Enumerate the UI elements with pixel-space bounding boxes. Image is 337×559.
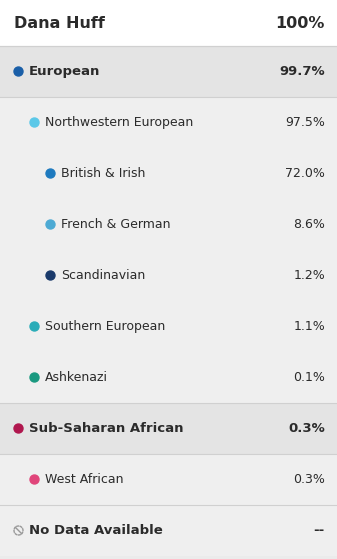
Circle shape [46,169,55,178]
Circle shape [46,271,55,280]
Text: West African: West African [45,473,123,486]
Text: --: -- [314,524,325,537]
Text: Scandinavian: Scandinavian [61,269,145,282]
FancyBboxPatch shape [0,250,337,301]
Circle shape [30,322,39,331]
Circle shape [14,67,23,76]
FancyBboxPatch shape [0,199,337,250]
Text: Dana Huff: Dana Huff [14,16,105,31]
Text: 8.6%: 8.6% [293,218,325,231]
FancyBboxPatch shape [0,0,337,46]
Circle shape [14,424,23,433]
Text: Southern European: Southern European [45,320,165,333]
FancyBboxPatch shape [0,301,337,352]
FancyBboxPatch shape [0,403,337,454]
Circle shape [30,118,39,127]
Text: 1.2%: 1.2% [293,269,325,282]
Text: 100%: 100% [276,16,325,31]
FancyBboxPatch shape [0,352,337,403]
Circle shape [30,475,39,484]
FancyBboxPatch shape [0,505,337,556]
FancyBboxPatch shape [0,454,337,505]
Text: 0.3%: 0.3% [288,422,325,435]
Circle shape [30,373,39,382]
Text: Ashkenazi: Ashkenazi [45,371,108,384]
Text: European: European [29,65,100,78]
FancyBboxPatch shape [0,148,337,199]
Text: 0.3%: 0.3% [293,473,325,486]
Text: 72.0%: 72.0% [285,167,325,180]
Text: British & Irish: British & Irish [61,167,145,180]
Text: Northwestern European: Northwestern European [45,116,193,129]
FancyBboxPatch shape [0,46,337,97]
Text: No Data Available: No Data Available [29,524,163,537]
Text: 0.1%: 0.1% [293,371,325,384]
FancyBboxPatch shape [0,97,337,148]
Text: 97.5%: 97.5% [285,116,325,129]
Text: French & German: French & German [61,218,171,231]
Text: 99.7%: 99.7% [279,65,325,78]
Text: 1.1%: 1.1% [293,320,325,333]
Circle shape [46,220,55,229]
Text: Sub-Saharan African: Sub-Saharan African [29,422,184,435]
